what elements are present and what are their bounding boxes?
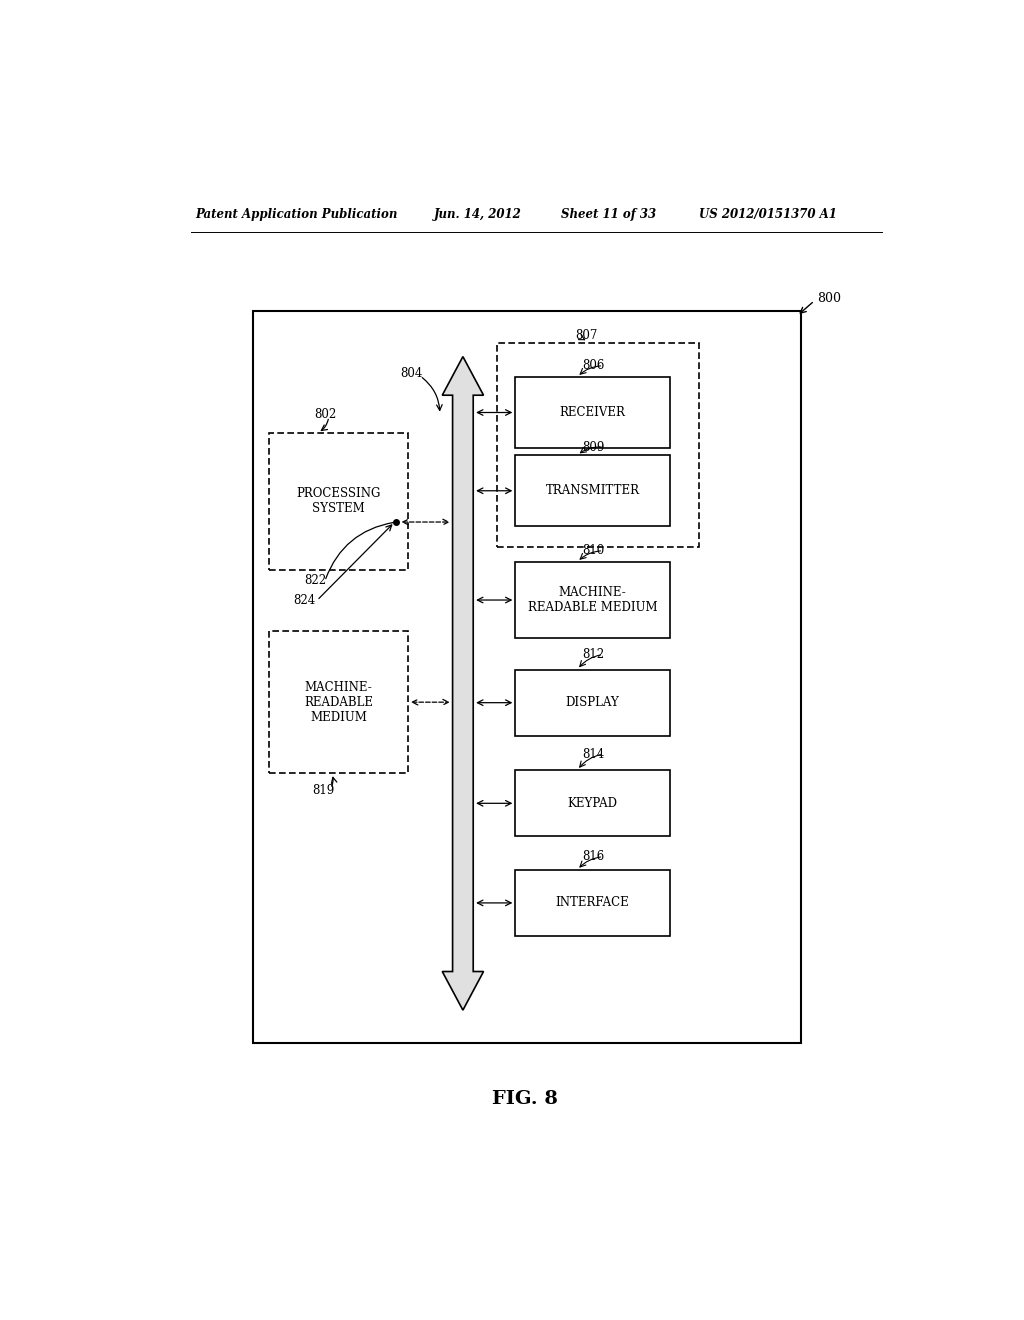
FancyBboxPatch shape [269, 433, 409, 570]
Text: 810: 810 [582, 544, 604, 557]
Text: 816: 816 [582, 850, 604, 863]
FancyBboxPatch shape [515, 455, 670, 527]
Text: TRANSMITTER: TRANSMITTER [546, 484, 640, 498]
Text: MACHINE-
READABLE MEDIUM: MACHINE- READABLE MEDIUM [527, 586, 657, 614]
Text: US 2012/0151370 A1: US 2012/0151370 A1 [699, 207, 838, 220]
Text: 802: 802 [314, 408, 337, 421]
Text: 804: 804 [400, 367, 423, 380]
FancyBboxPatch shape [269, 631, 409, 774]
Text: 814: 814 [582, 747, 604, 760]
Text: 807: 807 [575, 329, 598, 342]
Text: INTERFACE: INTERFACE [556, 896, 630, 909]
Text: DISPLAY: DISPLAY [566, 696, 620, 709]
Text: 824: 824 [293, 594, 315, 607]
Text: 800: 800 [817, 292, 841, 305]
Polygon shape [442, 356, 483, 1010]
Text: KEYPAD: KEYPAD [567, 797, 617, 809]
Text: 819: 819 [312, 784, 335, 797]
FancyBboxPatch shape [515, 562, 670, 638]
Text: MACHINE-
READABLE
MEDIUM: MACHINE- READABLE MEDIUM [304, 681, 373, 723]
Text: Patent Application Publication: Patent Application Publication [196, 207, 398, 220]
Text: Sheet 11 of 33: Sheet 11 of 33 [560, 207, 655, 220]
FancyBboxPatch shape [515, 870, 670, 936]
Text: Jun. 14, 2012: Jun. 14, 2012 [433, 207, 521, 220]
Text: 812: 812 [582, 648, 604, 661]
Text: 809: 809 [582, 441, 604, 454]
FancyBboxPatch shape [497, 343, 699, 546]
Text: PROCESSING
SYSTEM: PROCESSING SYSTEM [297, 487, 381, 515]
Text: RECEIVER: RECEIVER [560, 407, 626, 418]
FancyBboxPatch shape [515, 669, 670, 735]
Bar [253, 312, 801, 1043]
Text: 822: 822 [304, 574, 327, 586]
FancyBboxPatch shape [515, 771, 670, 837]
Text: FIG. 8: FIG. 8 [492, 1089, 558, 1107]
Text: 806: 806 [582, 359, 604, 372]
FancyBboxPatch shape [515, 378, 670, 447]
